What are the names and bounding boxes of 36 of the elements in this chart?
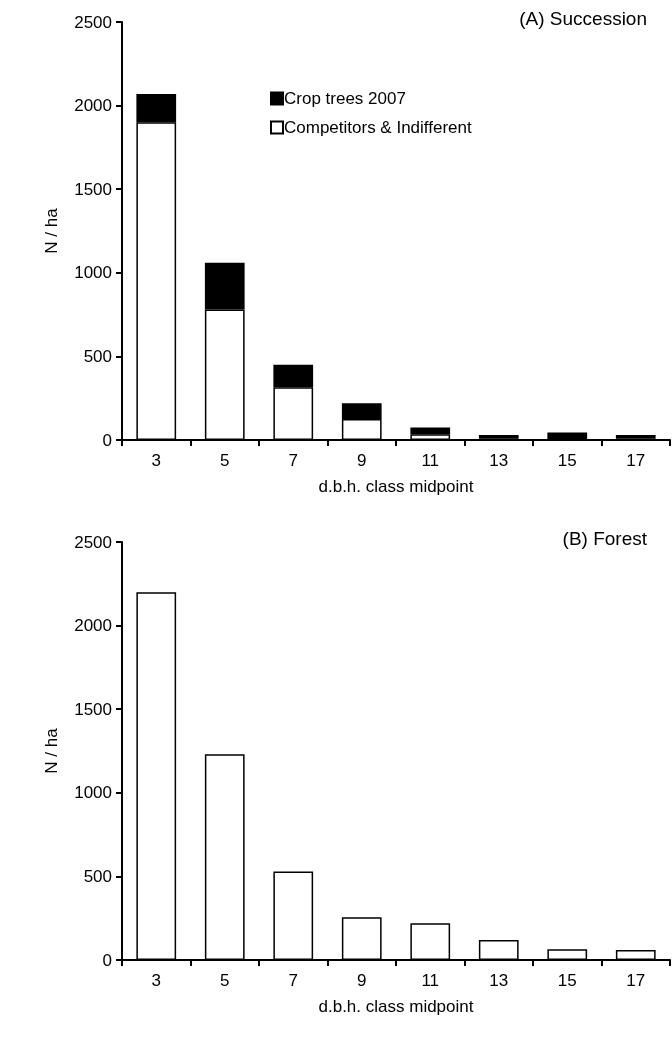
- y-tick-label: 2000: [74, 616, 112, 636]
- chart-title: (B) Forest: [562, 528, 648, 549]
- chart-title: (A) Succession: [519, 8, 648, 29]
- x-tick-label: 9: [357, 451, 367, 470]
- y-axis-title: N / ha: [42, 727, 61, 774]
- y-tick-label: 0: [102, 950, 112, 970]
- x-tick-label: 3: [151, 971, 161, 990]
- y-tick-label: 2500: [74, 532, 112, 552]
- y-tick-label: 1000: [74, 263, 112, 283]
- x-tick-label: 5: [220, 451, 230, 470]
- y-tick-label: 2500: [74, 12, 112, 32]
- x-tick-label: 9: [357, 971, 367, 990]
- y-tick-label: 500: [83, 866, 112, 886]
- legend-label: Crop trees 2007: [284, 89, 406, 108]
- x-tick-label: 15: [557, 971, 577, 990]
- x-tick-label: 7: [288, 451, 298, 470]
- x-tick-label: 17: [626, 451, 646, 470]
- x-axis-title: d.b.h. class midpoint: [318, 477, 474, 496]
- y-tick-label: 1500: [74, 179, 112, 199]
- x-axis-title: d.b.h. class midpoint: [318, 997, 474, 1016]
- x-tick-label: 5: [220, 971, 230, 990]
- y-tick-label: 0: [102, 430, 112, 450]
- x-tick-label: 15: [557, 451, 577, 470]
- y-tick-label: 1000: [74, 783, 112, 803]
- y-tick-label: 1500: [74, 699, 112, 719]
- x-tick-label: 17: [626, 971, 646, 990]
- x-tick-label: 11: [421, 971, 440, 990]
- y-tick-label: 500: [83, 346, 112, 366]
- legend-label: Competitors & Indifferent: [284, 118, 472, 137]
- y-tick-label: 2000: [74, 96, 112, 116]
- x-tick-label: 11: [421, 451, 440, 470]
- y-axis-title: N / ha: [42, 207, 61, 254]
- x-tick-label: 13: [489, 971, 509, 990]
- x-tick-label: 7: [288, 971, 298, 990]
- x-tick-label: 13: [489, 451, 509, 470]
- x-tick-label: 3: [151, 451, 161, 470]
